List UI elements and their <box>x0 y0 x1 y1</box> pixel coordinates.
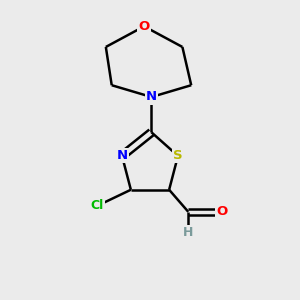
Text: N: N <box>116 149 128 162</box>
Text: S: S <box>173 149 183 162</box>
Text: O: O <box>217 205 228 218</box>
Text: Cl: Cl <box>90 200 104 212</box>
Text: H: H <box>183 226 194 239</box>
Text: O: O <box>139 20 150 33</box>
Text: N: N <box>146 91 157 103</box>
